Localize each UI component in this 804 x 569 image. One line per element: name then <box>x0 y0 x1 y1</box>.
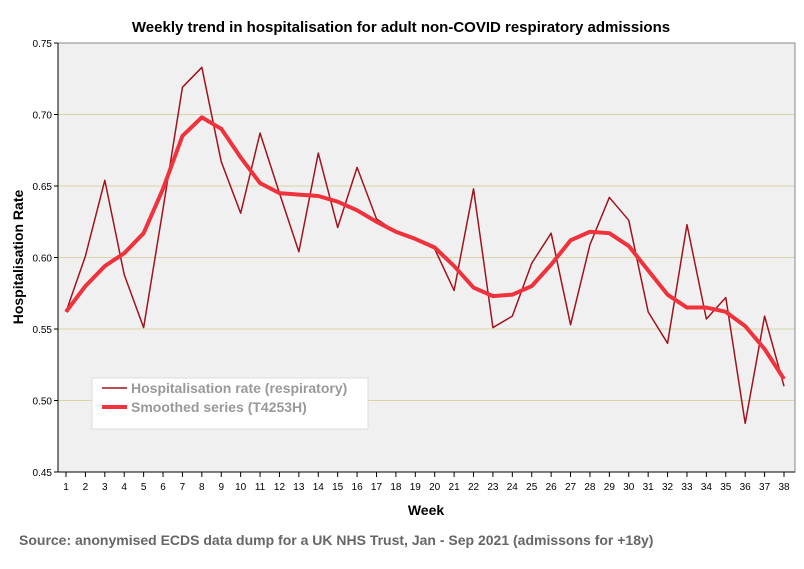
y-tick-label: 0.55 <box>33 325 53 336</box>
x-tick-label: 32 <box>662 482 674 493</box>
x-tick-label: 38 <box>778 482 790 493</box>
x-tick-label: 12 <box>274 482 286 493</box>
x-tick-label: 27 <box>565 482 577 493</box>
x-tick-label: 8 <box>199 482 205 493</box>
legend: Hospitalisation rate (respiratory) Smoot… <box>92 378 368 429</box>
x-tick-label: 17 <box>371 482 383 493</box>
legend-label-raw: Hospitalisation rate (respiratory) <box>131 380 347 396</box>
x-tick-label: 24 <box>507 482 519 493</box>
x-tick-label: 16 <box>352 482 364 493</box>
x-tick-label: 22 <box>468 482 480 493</box>
x-tick-label: 1 <box>63 482 69 493</box>
x-tick-label: 4 <box>121 482 127 493</box>
x-tick-label: 23 <box>487 482 499 493</box>
x-tick-label: 19 <box>410 482 422 493</box>
x-tick-label: 21 <box>449 482 461 493</box>
x-tick-label: 36 <box>740 482 752 493</box>
x-axis-label: Week <box>408 502 445 518</box>
y-tick-label: 0.50 <box>33 397 53 408</box>
y-tick-label: 0.65 <box>33 182 53 193</box>
x-tick-label: 9 <box>218 482 224 493</box>
x-tick-label: 13 <box>293 482 305 493</box>
x-tick-label: 25 <box>526 482 538 493</box>
x-tick-label: 34 <box>701 482 713 493</box>
x-tick-label: 30 <box>623 482 635 493</box>
x-tick-label: 10 <box>235 482 247 493</box>
x-tick-label: 37 <box>759 482 771 493</box>
x-tick-label: 26 <box>546 482 558 493</box>
x-tick-label: 15 <box>332 482 344 493</box>
y-axis-label: Hospitalisation Rate <box>10 190 26 325</box>
chart-title: Weekly trend in hospitalisation for adul… <box>132 19 670 36</box>
x-tick-label: 18 <box>390 482 402 493</box>
x-tick-label: 3 <box>102 482 108 493</box>
x-tick-label: 7 <box>180 482 186 493</box>
x-tick-label: 20 <box>429 482 441 493</box>
x-tick-label: 29 <box>604 482 616 493</box>
legend-label-smoothed: Smoothed series (T4253H) <box>131 399 307 415</box>
x-tick-label: 28 <box>584 482 596 493</box>
x-tick-label: 6 <box>160 482 166 493</box>
x-tick-label: 14 <box>313 482 325 493</box>
x-tick-label: 2 <box>83 482 89 493</box>
y-tick-label: 0.70 <box>33 111 53 122</box>
x-tick-label: 5 <box>141 482 147 493</box>
x-tick-label: 11 <box>255 482 266 493</box>
source-note: Source: anonymised ECDS data dump for a … <box>19 532 653 548</box>
x-tick-label: 33 <box>681 482 693 493</box>
y-tick-label: 0.60 <box>33 254 53 265</box>
x-tick-label: 31 <box>643 482 655 493</box>
y-tick-label: 0.45 <box>33 468 53 479</box>
y-tick-label: 0.75 <box>33 39 53 50</box>
x-tick-label: 35 <box>720 482 732 493</box>
